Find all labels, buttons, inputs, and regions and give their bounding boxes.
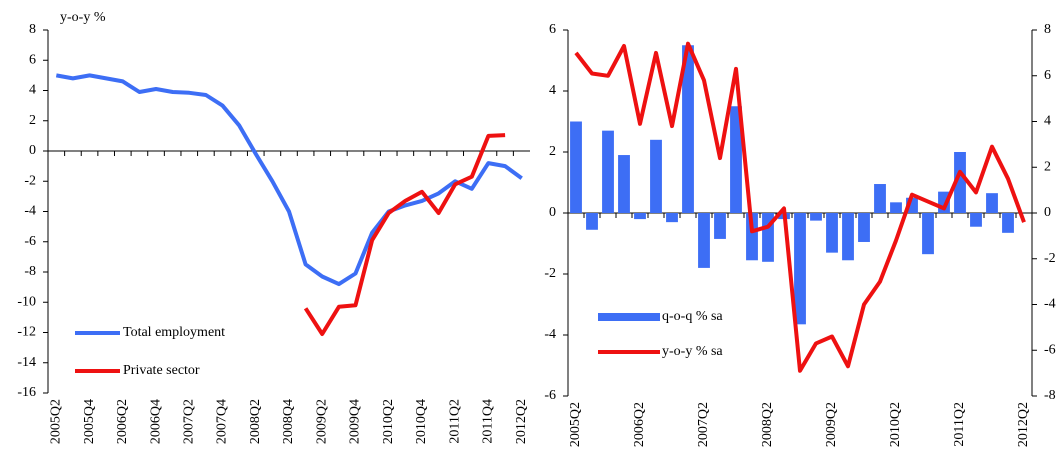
y2-tick-label: 6 (1044, 68, 1051, 83)
bar (906, 197, 918, 213)
y2-tick-label: 0 (1044, 205, 1051, 220)
y-tick-label: -10 (17, 294, 36, 309)
x-tick-label: 2008Q4 (281, 399, 296, 444)
x-tick-label: 2010Q2 (381, 399, 396, 444)
y-tick-label: -16 (17, 385, 36, 400)
bar (842, 213, 854, 261)
bar (810, 213, 822, 221)
y-tick-label: 4 (549, 83, 556, 98)
y2-tick-label: -4 (1044, 297, 1056, 312)
bar (570, 121, 582, 213)
line-series (303, 133, 506, 336)
bar (858, 213, 870, 242)
x-tick-label: 2006Q2 (632, 402, 647, 447)
legend-label: Private sector (123, 363, 200, 378)
line-series (574, 41, 1026, 373)
y-tick-label: 2 (549, 144, 556, 159)
x-tick-label: 2010Q2 (888, 402, 903, 447)
x-tick-label: 2012Q2 (1016, 402, 1031, 447)
y-tick-label: 0 (29, 143, 36, 158)
y2-tick-label: 8 (1044, 22, 1051, 37)
x-tick-label: 2011Q2 (952, 402, 967, 447)
x-tick-label: 2009Q4 (348, 399, 363, 444)
y-axis-label: y-o-y % (60, 10, 106, 25)
x-tick-label: 2011Q4 (481, 399, 496, 444)
bar (746, 213, 758, 261)
line-series (55, 73, 523, 287)
bar (730, 106, 742, 213)
y2-tick-label: -2 (1044, 251, 1056, 266)
y-tick-label: 8 (29, 22, 36, 37)
x-tick-label: 2008Q2 (760, 402, 775, 447)
bar (922, 213, 934, 255)
y2-tick-label: -8 (1044, 388, 1056, 403)
y-tick-label: 4 (29, 83, 36, 98)
bar (826, 213, 838, 253)
bar (618, 155, 630, 213)
y2-tick-label: 2 (1044, 159, 1051, 174)
y2-tick-label: -6 (1044, 342, 1056, 357)
bar (890, 202, 902, 213)
bar (1002, 213, 1014, 233)
x-tick-label: 2009Q2 (824, 402, 839, 447)
legend-label: q-o-q % sa (662, 309, 723, 324)
legend-label: y-o-y % sa (662, 344, 723, 359)
y-tick-label: -6 (544, 388, 556, 403)
bar (586, 213, 598, 230)
y-tick-label: -2 (24, 173, 36, 188)
bar (874, 184, 886, 213)
y-tick-label: -4 (544, 327, 556, 342)
y2-tick-label: 4 (1044, 114, 1051, 129)
x-tick-label: 2005Q2 (568, 402, 583, 447)
bar (650, 139, 662, 213)
bar (794, 213, 806, 325)
y-tick-label: -4 (24, 204, 36, 219)
y-tick-label: 6 (29, 52, 36, 67)
bar (634, 213, 646, 220)
bar (666, 213, 678, 223)
x-tick-label: 2010Q4 (414, 399, 429, 444)
bar (682, 45, 694, 213)
legend-swatch (598, 313, 660, 321)
x-tick-label: 2007Q2 (181, 399, 196, 444)
y-tick-label: -14 (17, 355, 36, 370)
x-tick-label: 2009Q2 (314, 399, 329, 444)
x-tick-label: 2007Q2 (696, 402, 711, 447)
y-tick-label: 2 (29, 113, 36, 128)
y-tick-label: -6 (24, 234, 36, 249)
y-tick-label: -8 (24, 264, 36, 279)
bar (602, 130, 614, 213)
bar (714, 213, 726, 239)
y-tick-label: 6 (549, 22, 556, 37)
bar (698, 213, 710, 268)
bar (986, 193, 998, 213)
x-tick-label: 2011Q2 (447, 399, 462, 444)
bar (954, 152, 966, 213)
x-tick-label: 2006Q2 (115, 399, 130, 444)
x-tick-label: 2008Q2 (248, 399, 263, 444)
bar (938, 191, 950, 213)
bar (970, 213, 982, 227)
y-tick-label: 0 (549, 205, 556, 220)
y-tick-label: -2 (544, 266, 556, 281)
x-tick-label: 2012Q2 (514, 399, 529, 444)
legend-label: Total employment (123, 325, 225, 340)
x-tick-label: 2005Q2 (49, 399, 64, 444)
x-tick-label: 2007Q4 (215, 399, 230, 444)
x-tick-label: 2006Q4 (148, 399, 163, 444)
bar (762, 213, 774, 262)
y-tick-label: -12 (17, 325, 36, 340)
x-tick-label: 2005Q4 (82, 399, 97, 444)
